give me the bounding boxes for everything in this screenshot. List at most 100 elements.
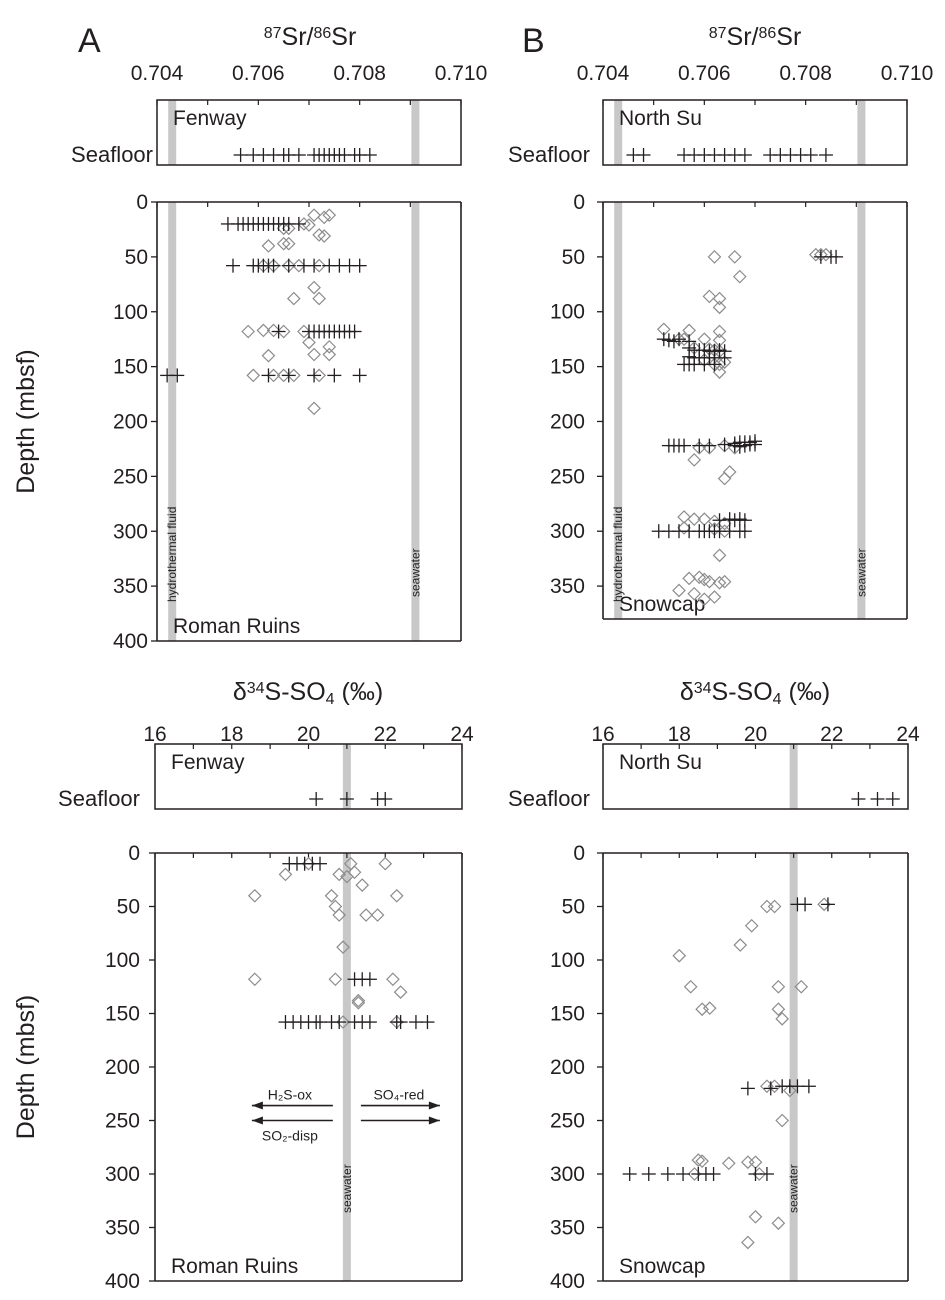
diamond-point	[297, 324, 311, 339]
diamond-point	[717, 574, 732, 589]
reference-band	[857, 202, 866, 619]
depth-axis-label: Depth (mbsf)	[12, 995, 40, 1139]
x-tick-label: 22	[374, 723, 397, 746]
panel-s_A: δ34S-SO4 (‰) 16 18 20 22 24 seawater Fenway Seaf…	[12, 678, 474, 1293]
diamond-point	[276, 236, 291, 251]
y-tick-label: 200	[105, 1056, 140, 1079]
diamond-point	[748, 1155, 763, 1170]
band-label: seawater	[787, 1164, 801, 1213]
diamond-point	[771, 979, 786, 994]
axis-title-part: 87	[264, 25, 282, 42]
seafloor-site-label: Fenway	[173, 107, 247, 130]
diamond-point	[691, 1153, 706, 1167]
axis-title-part: 86	[758, 25, 776, 42]
annotation-h2s-ox: H₂S-ox	[268, 1087, 312, 1103]
y-tick-label: 0	[573, 191, 585, 214]
axis-title: δ34S-SO4 (‰)	[233, 678, 383, 708]
diamond-point	[307, 401, 321, 416]
y-tick-label: 200	[113, 411, 148, 434]
diamond-point	[322, 208, 337, 223]
x-tick-label: 0.706	[232, 62, 285, 85]
diamond-point	[677, 332, 691, 347]
diamond-point	[794, 979, 809, 994]
band-label: hydrothermal fluid	[165, 507, 179, 602]
diamond-point	[247, 888, 262, 903]
y-tick-label: 50	[562, 246, 585, 269]
diamond-point	[707, 590, 722, 604]
diamond-point	[247, 972, 262, 987]
seafloor-band	[614, 100, 623, 165]
diamond-point	[771, 1216, 786, 1231]
diamond-point	[386, 972, 400, 987]
seafloor-site-label: North Su	[619, 751, 702, 774]
diamond-point	[712, 291, 727, 306]
seafloor-row-label: Seafloor	[508, 142, 590, 167]
reference-band	[614, 202, 623, 619]
y-tick-label: 150	[105, 1003, 140, 1026]
diamond-point	[687, 586, 702, 601]
diamond-point	[246, 368, 261, 383]
y-tick-label: 100	[550, 949, 585, 972]
axis-title-part: 87	[709, 25, 727, 42]
axis-title-part: Sr/	[727, 23, 759, 51]
diamond-point	[286, 291, 301, 306]
diamond-point	[687, 453, 702, 467]
diamond-point	[712, 324, 727, 339]
y-tick-label: 50	[117, 896, 140, 919]
y-tick-label: 150	[113, 356, 148, 379]
diamond-point	[261, 348, 276, 363]
reference-band	[168, 202, 177, 641]
diamond-point	[782, 1083, 797, 1098]
diamond-point	[347, 865, 362, 880]
seafloor-band	[789, 744, 798, 809]
diamond-point	[767, 899, 782, 914]
axis-title-part: Sr/	[282, 23, 314, 51]
diamond-point	[672, 583, 686, 598]
diamond-point	[359, 908, 373, 922]
axis-title-part: (‰)	[782, 678, 831, 706]
diamond-point	[276, 221, 291, 236]
diamond-point	[241, 324, 256, 339]
diamond-point	[297, 217, 311, 231]
diamond-point	[312, 291, 326, 306]
diamond-point	[727, 250, 742, 264]
diamond-point	[286, 368, 301, 383]
diamond-point	[276, 324, 291, 339]
x-tick-label: 0.706	[678, 62, 731, 85]
band-label: hydrothermal fluid	[611, 507, 625, 602]
seafloor-site-label: North Su	[619, 107, 702, 130]
panel-s_B: δ34S-SO4 (‰) 16 18 20 22 24 seawater North Su Se…	[508, 678, 920, 1293]
x-tick-label: 18	[220, 723, 243, 746]
diamond-point	[695, 1002, 709, 1017]
axis-title-part: δ	[680, 678, 694, 706]
reference-band	[342, 853, 351, 1281]
annotation-so2-disp: SO₂-disp	[262, 1128, 318, 1144]
diamond-point	[712, 548, 727, 563]
diamond-point	[307, 347, 321, 362]
diamond-point	[702, 289, 717, 304]
axis-title-part: Sr	[776, 23, 801, 51]
y-tick-label: 350	[105, 1217, 140, 1240]
diamond-point	[741, 1155, 755, 1170]
axis-title-part: (‰)	[335, 678, 384, 706]
y-tick-label: 300	[550, 1163, 585, 1186]
y-tick-label: 50	[562, 896, 585, 919]
diamond-point	[317, 210, 332, 225]
y-tick-label: 400	[113, 630, 148, 653]
axis-title-part: S-SO	[265, 678, 326, 706]
diamond-point	[393, 985, 408, 999]
diamond-point	[351, 993, 366, 1008]
x-tick-label: 24	[450, 723, 474, 746]
x-tick-label: 0.708	[333, 62, 386, 85]
x-tick-label: 0.704	[131, 62, 184, 85]
diamond-point	[717, 516, 732, 531]
y-tick-label: 400	[105, 1270, 140, 1293]
diamond-point	[695, 1154, 709, 1169]
axis-title-part: 34	[247, 680, 265, 697]
x-tick-label: 18	[668, 723, 691, 746]
y-tick-label: 150	[550, 356, 585, 379]
diamond-point	[677, 510, 691, 524]
diamond-point	[760, 899, 774, 914]
arrow-left-bottom-head	[251, 1116, 263, 1125]
